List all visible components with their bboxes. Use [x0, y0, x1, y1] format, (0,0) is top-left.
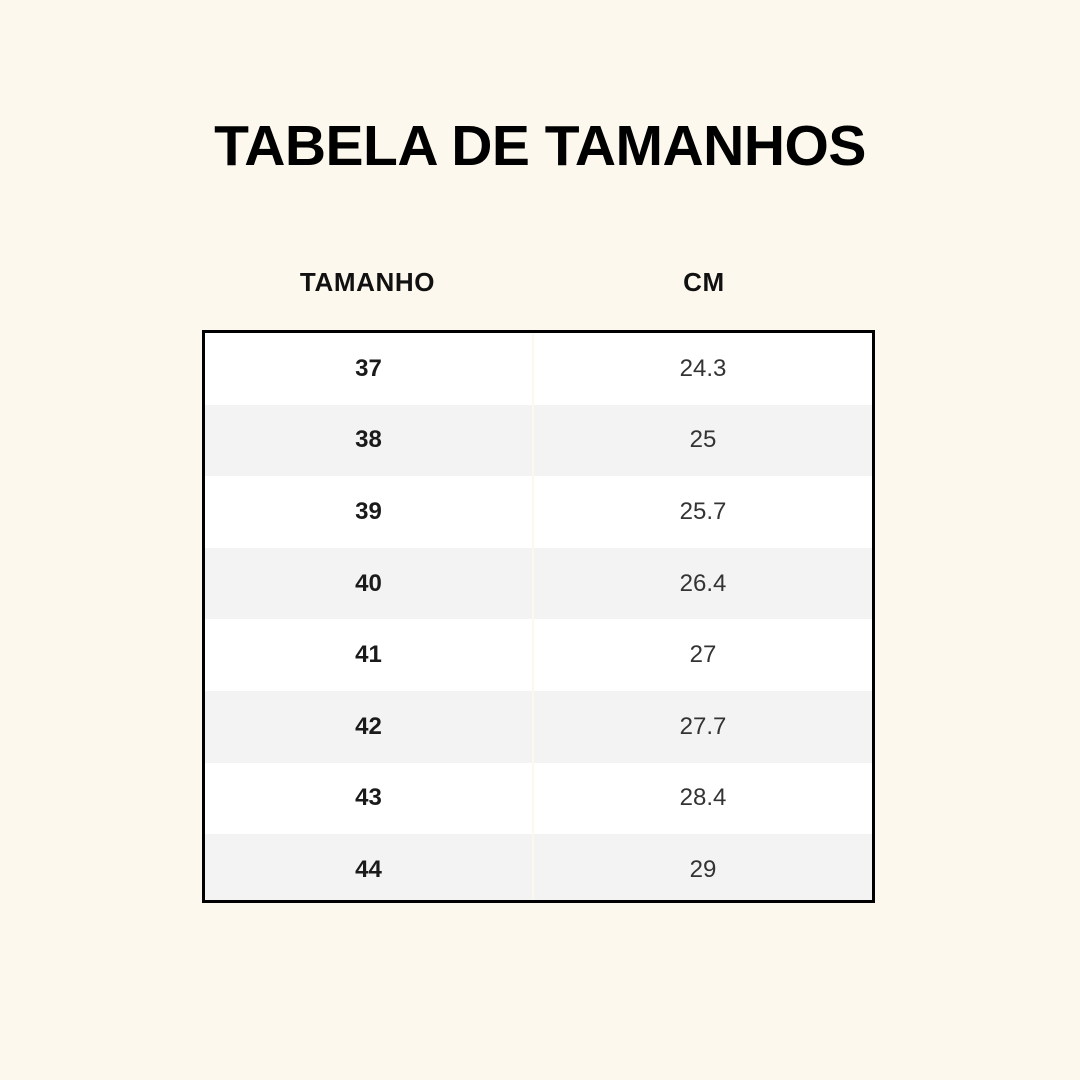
- table-row: 43 28.4: [205, 762, 872, 835]
- cell-cm: 27.7: [679, 712, 727, 740]
- cell-cm: 24.3: [679, 354, 727, 382]
- table-row: 39 25.7: [205, 476, 872, 548]
- table-row: 40 26.4: [205, 547, 872, 620]
- cell-cm: 28.4: [679, 784, 727, 812]
- column-header-row: TAMANHO CM: [202, 262, 875, 302]
- cell-cm: 27: [689, 641, 717, 669]
- cell-cm: 25.7: [679, 497, 727, 525]
- cell-size: 43: [205, 762, 534, 835]
- cell-size: 41: [205, 619, 534, 691]
- cell-cm: 25: [689, 426, 717, 454]
- table-row: 44 29: [205, 834, 872, 900]
- size-table: 37 24.3 38 25 39 25.7 40 26.4 41 27 42 27.7 43 28.4 44…: [205, 333, 872, 900]
- cell-size: 44: [205, 834, 534, 900]
- cell-size: 37: [205, 333, 534, 405]
- cell-cm: 26.4: [679, 569, 727, 597]
- cell-size: 39: [205, 476, 534, 548]
- size-table-container: 37 24.3 38 25 39 25.7 40 26.4 41 27 42 27.7 43 28.4 44…: [202, 330, 875, 903]
- cell-cm: 29: [689, 855, 717, 883]
- table-row: 38 25: [205, 404, 872, 477]
- column-header-size: TAMANHO: [299, 267, 436, 297]
- table-row: 42 27.7: [205, 690, 872, 763]
- cell-size: 40: [205, 547, 534, 620]
- page-title: TABELA DE TAMANHOS: [214, 114, 866, 178]
- cell-size: 38: [205, 404, 534, 477]
- column-header-cm: CM: [683, 267, 725, 297]
- table-row: 37 24.3: [205, 333, 872, 405]
- size-table-body: 37 24.3 38 25 39 25.7 40 26.4 41 27 42 27.7 43 28.4 44…: [205, 333, 872, 900]
- table-row: 41 27: [205, 619, 872, 691]
- cell-size: 42: [205, 690, 534, 763]
